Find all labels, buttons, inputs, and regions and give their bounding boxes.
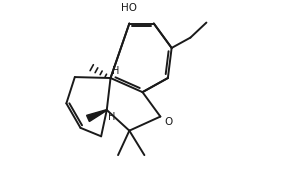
Text: H: H xyxy=(112,66,120,77)
Text: H: H xyxy=(108,111,115,122)
Text: HO: HO xyxy=(121,2,137,13)
Text: O: O xyxy=(165,117,173,127)
Polygon shape xyxy=(87,110,107,121)
